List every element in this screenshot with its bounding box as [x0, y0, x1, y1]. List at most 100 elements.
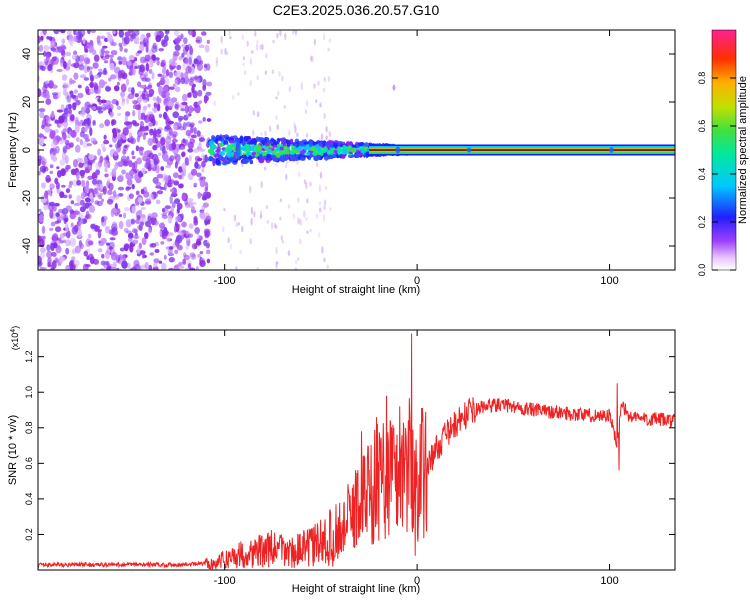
spectrogram-sparse-blob: [220, 36, 223, 44]
spectrogram-signal-blob: [363, 147, 368, 151]
spectrogram-noise-blob: [168, 247, 173, 256]
spectrogram-noise-blob: [174, 44, 181, 51]
spectrogram-noise-blob: [181, 162, 186, 172]
spectrogram-noise-blob: [58, 137, 63, 141]
spectrogram-noise-blob: [49, 227, 54, 232]
spectrogram-noise-blob: [38, 155, 42, 162]
spectrogram-sparse-blob: [286, 161, 289, 165]
spectrogram-noise-blob: [153, 102, 158, 109]
spectrogram-sparse-blob: [287, 204, 291, 209]
spectrogram-noise-blob: [158, 152, 162, 156]
spectrogram-noise-blob: [69, 237, 77, 247]
spectrogram-noise-blob: [184, 58, 190, 64]
spectrogram-signal-blob: [327, 149, 332, 155]
spectrogram-noise-blob: [188, 113, 192, 117]
spectrogram-signal-blob: [294, 143, 298, 147]
spectrogram-noise-blob: [202, 78, 207, 88]
spectrogram-sparse-blob: [321, 246, 324, 254]
spectrogram-noise-blob: [180, 108, 186, 112]
spectrogram-noise-blob: [168, 86, 175, 90]
spectrogram-noise-blob: [190, 168, 198, 176]
spectrogram-noise-blob: [76, 179, 82, 186]
spectrogram-signal-blob: [285, 139, 290, 145]
spectrogram-signal-blob: [261, 151, 267, 157]
spectrogram-sparse-blob: [323, 257, 326, 263]
spectrogram-sparse-blob: [270, 222, 274, 230]
spectrogram-noise-blob: [52, 48, 57, 53]
spectrogram-noise-blob: [41, 161, 46, 166]
spectrogram-noise-blob: [100, 143, 106, 149]
spectrogram-sparse-blob: [285, 173, 288, 181]
spectrogram-signal-blob: [283, 145, 288, 151]
spectrogram-noise-blob: [202, 117, 206, 122]
spectrogram-noise-blob: [54, 119, 59, 124]
spectrogram-noise-blob: [197, 234, 201, 240]
spectrogram-signal-blob: [216, 146, 221, 152]
spectrogram-sparse-blob: [237, 92, 240, 96]
spectrogram-noise-blob: [83, 156, 88, 165]
spectrogram-noise-blob: [165, 164, 172, 169]
snr-scale-close: ): [10, 326, 20, 329]
spectrogram-noise-blob: [167, 215, 173, 224]
spectrogram-noise-blob: [192, 83, 196, 88]
spectrogram-noise-blob: [187, 43, 191, 50]
spectrogram-noise-blob: [142, 99, 149, 104]
spectrogram-noise-blob: [102, 106, 107, 111]
spectrogram-noise-blob: [117, 186, 125, 191]
spectrogram-noise-blob: [56, 166, 60, 170]
spectrogram-noise-blob: [178, 166, 183, 173]
spectrogram-noise-blob: [100, 260, 106, 266]
spectrogram-noise-blob: [149, 128, 154, 134]
spectrogram-sparse-blob: [319, 207, 322, 213]
spectrogram-noise-blob: [130, 218, 136, 225]
spectrogram-noise-blob: [65, 247, 70, 255]
spectrogram-noise-blob: [132, 110, 136, 117]
spectrogram-signal-blob: [259, 153, 263, 159]
spectrogram-noise-blob: [62, 84, 67, 88]
spectrogram-signal-blob: [333, 149, 338, 154]
spectrogram-sparse-blob: [235, 266, 238, 270]
spectrogram-noise-blob: [85, 213, 92, 220]
spectrogram-noise-blob: [151, 107, 155, 112]
spectrogram-signal-blob: [338, 141, 342, 145]
spectrogram-noise-blob: [72, 159, 78, 168]
spectrogram-signal-blob: [232, 156, 236, 161]
spectrogram-noise-blob: [83, 133, 89, 140]
spectrogram-noise-blob: [122, 135, 127, 141]
spectrogram-noise-blob: [104, 173, 109, 178]
spectrogram-noise-blob: [168, 179, 175, 184]
spectrogram-noise-blob: [134, 263, 141, 270]
spectrogram-noise-blob: [174, 72, 179, 77]
spectrogram-noise-blob: [147, 227, 153, 235]
spectrogram-noise-blob: [188, 105, 193, 114]
snr-ytick-label: 1.2: [24, 350, 34, 363]
spectrogram-sparse-blob: [315, 99, 318, 104]
spectrogram-noise-blob: [86, 143, 93, 147]
colorbar-tick-label: 0.4: [697, 168, 707, 181]
spectrogram-sparse-blob: [279, 216, 282, 221]
spectrogram-signal-blob: [290, 138, 293, 144]
spectrogram-noise-blob: [59, 123, 65, 127]
spectrogram-noise-blob: [61, 38, 66, 45]
spectrogram-noise-blob: [128, 160, 133, 166]
spectrogram-noise-blob: [45, 98, 52, 105]
colorbar: 0.0 0.2 0.4 0.6 0.8 Normalized spectral ampl…: [697, 29, 749, 276]
spectrogram-noise-blob: [98, 79, 105, 89]
spectrogram-noise-blob: [45, 178, 52, 182]
spectrogram-noise-blob: [89, 88, 95, 95]
spectrogram-noise-blob: [85, 186, 90, 192]
spectrogram-noise-blob: [73, 72, 79, 80]
spectrogram-noise-blob: [129, 136, 134, 144]
spectrogram-signal-blob: [225, 136, 230, 140]
spectrogram-noise-blob: [174, 161, 178, 169]
spectrogram-noise-blob: [77, 84, 82, 89]
spectrogram-noise-blob: [139, 120, 144, 129]
snr-scale-text: (x10: [10, 333, 20, 351]
spectrogram-noise-blob: [196, 172, 202, 178]
spectrogram-noise-blob: [193, 127, 197, 135]
spectrogram-noise-blob: [69, 114, 75, 122]
spectrogram-noise-blob: [125, 111, 131, 117]
spectrogram-noise-blob: [188, 154, 192, 162]
spectrogram-signal-blob: [316, 140, 321, 144]
